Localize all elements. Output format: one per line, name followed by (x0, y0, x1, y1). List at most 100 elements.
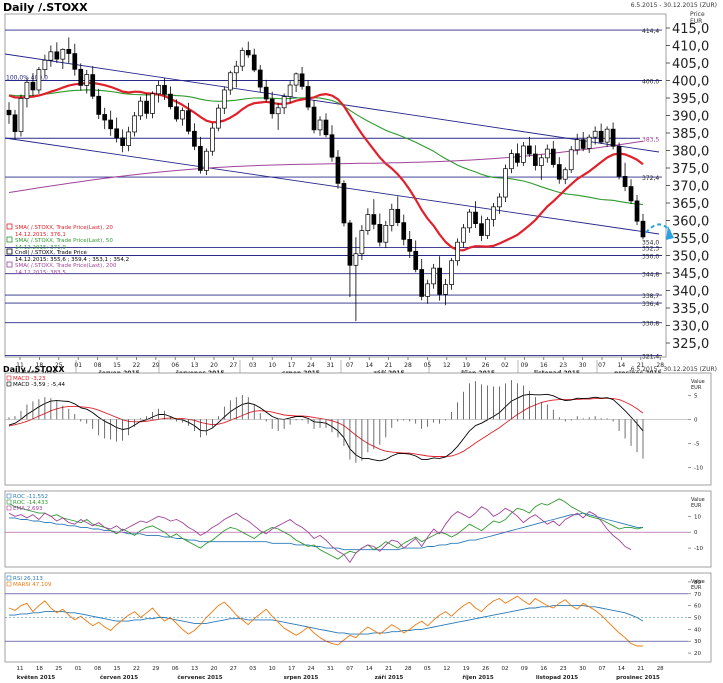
x-tick-label: 01 (74, 362, 82, 369)
candle-body (461, 227, 466, 243)
rsi-legend-swatch (6, 575, 12, 581)
candle-body (610, 128, 616, 147)
candle-body (532, 153, 538, 166)
bottom-x-tick-label: 07 (599, 666, 606, 672)
candle-body (54, 51, 60, 60)
candle-body (550, 148, 556, 165)
bottom-x-tick-label: 23 (560, 666, 567, 672)
horizontal-line-label: 383,5 (642, 136, 659, 143)
price-tick-label: 335,0 (672, 302, 709, 317)
candle-body (592, 130, 598, 138)
bottom-x-tick-label: 05 (424, 666, 431, 672)
bottom-x-tick-label: 28 (405, 666, 412, 672)
x-tick-label: 25 (55, 362, 63, 369)
legend-value: 14.12.2015: 371,9 (15, 245, 66, 251)
roc-unit-label: EUR (691, 503, 702, 509)
candle-body (503, 168, 508, 198)
candle-body (245, 50, 251, 56)
candle-body (281, 96, 287, 109)
legend-value: 14.12.2015: 383,5 (15, 270, 66, 276)
bottom-month-label: červenec 2015 (177, 674, 222, 681)
candle-body (521, 145, 526, 163)
candle-body (42, 59, 48, 71)
bottom-x-tick-label: 25 (55, 666, 62, 672)
x-tick-label: 03 (249, 362, 257, 369)
bottom-x-tick-label: 30 (579, 666, 586, 672)
x-tick-label: 21 (637, 362, 645, 369)
roc-series-1 (8, 498, 644, 560)
x-tick-label: 11 (16, 362, 24, 369)
candle-body (640, 220, 646, 238)
macd-value-label: Value (691, 379, 705, 385)
candle-body (544, 148, 550, 159)
x-tick-label: 14 (618, 362, 626, 369)
rsi-unit-label: EUR (691, 585, 702, 591)
candle-body (72, 53, 78, 70)
candle-body (616, 145, 622, 177)
rsi-tick-label: 30 (694, 639, 701, 645)
candle-body (311, 106, 317, 131)
price-tick-label: 365,0 (672, 197, 709, 212)
price-tick-label: 380,0 (672, 145, 709, 160)
bottom-x-tick-label: 14 (366, 666, 373, 672)
candle-body (634, 200, 640, 222)
candle-body (538, 157, 544, 166)
x-tick-label: 30 (579, 362, 587, 369)
candle-body (263, 86, 269, 100)
chart-title: Daily /.STOXX (3, 1, 88, 14)
candle-body (317, 119, 323, 131)
price-tick-label: 360,0 (672, 215, 709, 230)
roc-value-label: Value (691, 497, 705, 503)
candle-body (467, 211, 472, 229)
horizontal-line-label: 344,8 (642, 272, 659, 279)
roc-legend-swatch (6, 493, 12, 499)
price-tick-label: 355,0 (672, 232, 709, 247)
legend-name: Cndl( /.STOXX, Trade Price (15, 250, 88, 256)
horizontal-line-label: 336,4 (642, 301, 659, 308)
rsi-tick-label: 50 (694, 616, 701, 622)
horizontal-line-label: 338,7 (642, 293, 659, 300)
candle-body (239, 50, 245, 67)
roc-tick-label: 0 (694, 530, 698, 536)
candle-body (287, 84, 293, 97)
candle-body (144, 100, 149, 114)
legend-swatch (6, 236, 13, 243)
candle-body (251, 54, 257, 71)
candle-body (497, 196, 502, 208)
candle-body (114, 128, 120, 139)
sma-50-line (8, 89, 644, 205)
candle-body (527, 145, 532, 155)
price-tick-label: 325,0 (672, 337, 709, 352)
bottom-x-tick-label: 10 (269, 666, 276, 672)
candle-body (186, 110, 191, 132)
rsi-legend: MARSI 47,109 (13, 582, 52, 588)
candle-body (12, 114, 18, 132)
bottom-x-tick-label: 24 (308, 666, 315, 672)
x-tick-label: 26 (482, 362, 490, 369)
legend-swatch (6, 223, 13, 230)
bottom-x-tick-label: 29 (152, 666, 159, 672)
rsi-tick-label: 40 (694, 627, 701, 633)
candle-body (120, 137, 125, 146)
candle-body (233, 65, 239, 74)
x-tick-label: 27 (230, 362, 238, 369)
horizontal-line-label: 321,4 (642, 354, 659, 361)
legend-swatch (6, 261, 13, 268)
candle-body (323, 119, 329, 136)
rsi-tick-label: 60 (694, 604, 701, 610)
candle-body (18, 97, 24, 132)
rsi-legend: RSI 26,113 (13, 576, 43, 582)
x-tick-label: 24 (307, 362, 315, 369)
candle-body (437, 267, 442, 295)
candle-body (509, 153, 514, 170)
candle-body (198, 145, 203, 171)
price-tick-label: 415,0 (672, 22, 709, 37)
candle-body (580, 139, 586, 149)
roc-series-0 (9, 512, 643, 551)
rsi-tick-label: 70 (694, 592, 701, 598)
bottom-x-tick-label: 19 (463, 666, 470, 672)
rsi-tick-label: 80 (694, 580, 701, 586)
candle-body (383, 225, 389, 243)
x-tick-label: 17 (288, 362, 296, 369)
